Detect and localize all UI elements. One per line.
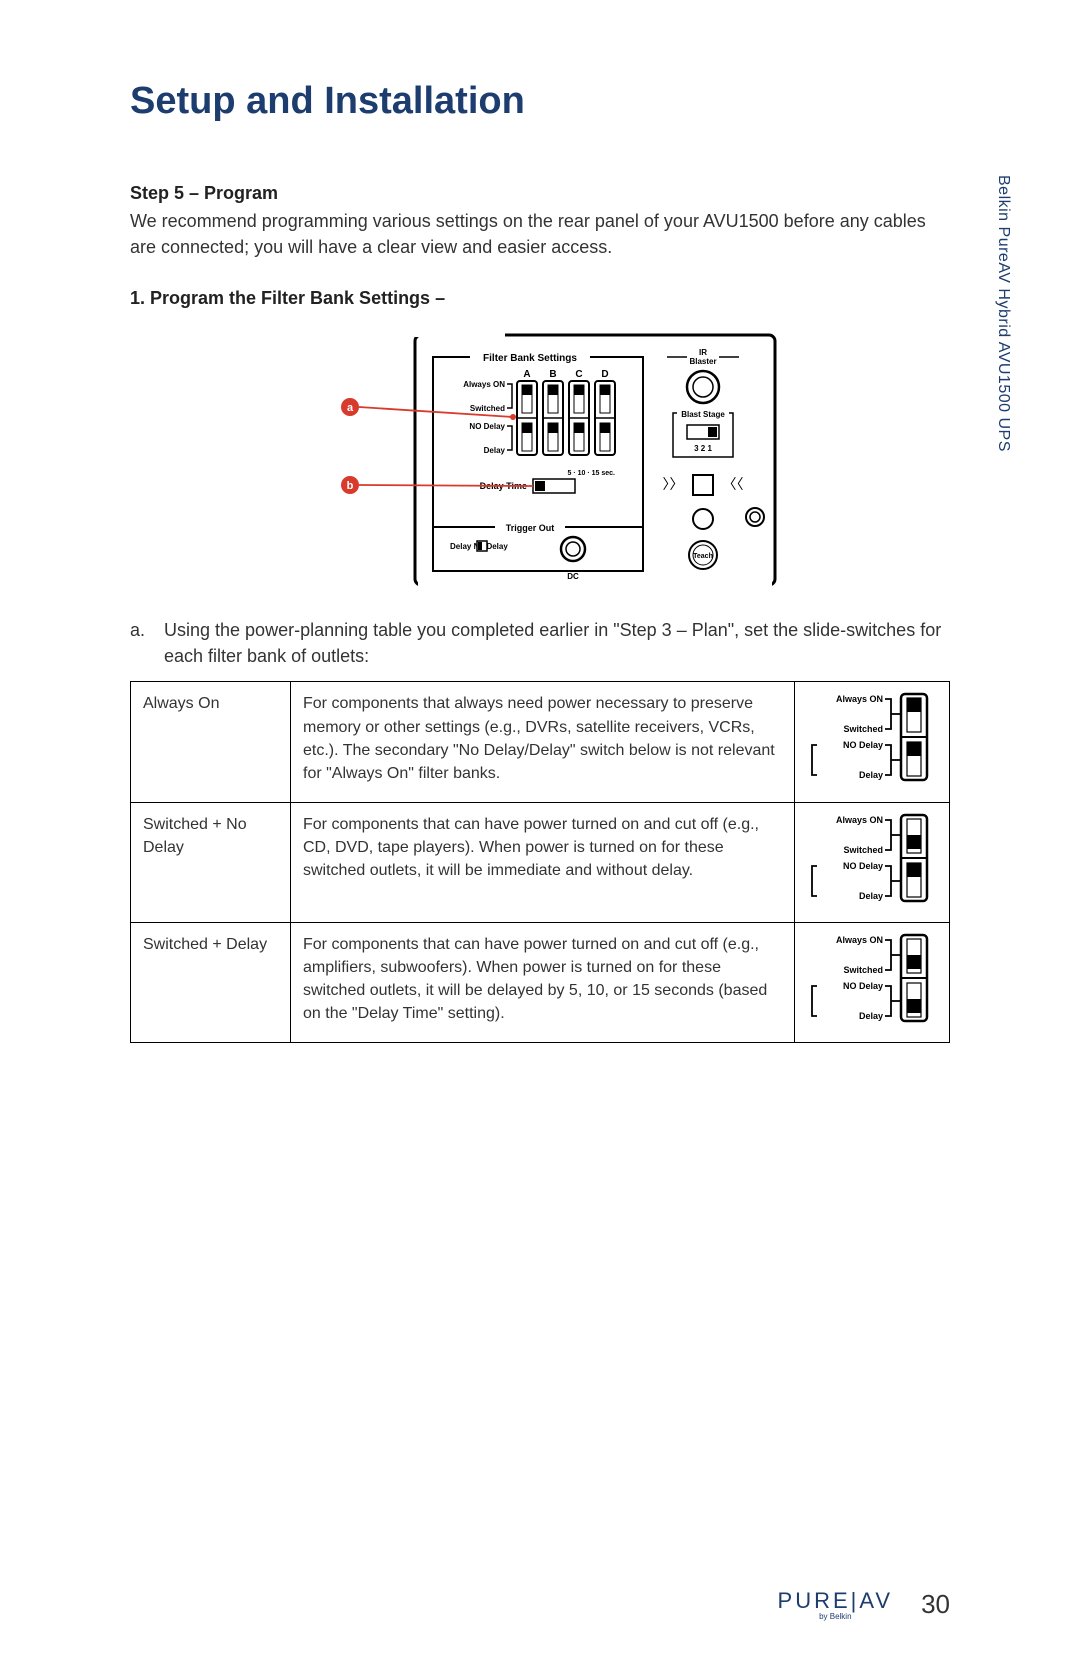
step-heading: Step 5 – Program (130, 183, 950, 204)
svg-text:Always ON: Always ON (836, 935, 883, 945)
svg-text:B: B (549, 369, 556, 380)
svg-text:Blaster: Blaster (689, 357, 716, 366)
setting-desc: For components that can have power turne… (291, 922, 795, 1042)
setting-desc: For components that always need power ne… (291, 682, 795, 802)
svg-text:Delay: Delay (859, 770, 883, 780)
svg-text:D: D (601, 369, 608, 380)
svg-text:b: b (347, 480, 354, 492)
svg-text:Delay: Delay (859, 891, 883, 901)
svg-text:Filter Bank Settings: Filter Bank Settings (483, 353, 577, 364)
svg-text:〉〉: 〉〉 (663, 476, 684, 492)
setting-name: Switched + No Delay (131, 802, 291, 922)
svg-text:NO Delay: NO Delay (843, 740, 883, 750)
svg-text:Switched: Switched (843, 965, 883, 975)
setting-name: Switched + Delay (131, 922, 291, 1042)
list-letter: a. (130, 617, 164, 669)
svg-text:Blast Stage: Blast Stage (681, 410, 725, 419)
svg-text:Switched: Switched (843, 845, 883, 855)
svg-text:IR: IR (699, 348, 707, 357)
table-row: Switched + Delay For components that can… (131, 922, 950, 1042)
settings-table: Always On For components that always nee… (130, 681, 950, 1043)
svg-text:A: A (523, 369, 530, 380)
svg-text:Teach: Teach (693, 553, 713, 560)
setting-switch-icon: Always ON Switched NO Delay Delay (795, 682, 950, 802)
svg-text:Switched: Switched (470, 404, 505, 413)
side-label: Belkin PureAV Hybrid AVU1500 UPS (994, 175, 1012, 452)
step-body: We recommend programming various setting… (130, 208, 950, 260)
svg-text:Delay: Delay (859, 1011, 883, 1021)
setting-switch-icon: Always ON Switched NO Delay Delay (795, 802, 950, 922)
panel-diagram: Filter Bank Settings A B C D Always ON S… (130, 327, 950, 587)
svg-text:5 · 10 · 15 sec.: 5 · 10 · 15 sec. (568, 470, 616, 477)
svg-text:3 2 1: 3 2 1 (694, 444, 712, 453)
svg-text:Delay: Delay (484, 446, 506, 455)
page-number: 30 (921, 1589, 950, 1620)
svg-text:Always ON: Always ON (463, 380, 505, 389)
svg-text:Always ON: Always ON (836, 694, 883, 704)
svg-text:NO Delay: NO Delay (469, 422, 505, 431)
brand-byline: by Belkin (778, 1612, 894, 1621)
list-item-a: a. Using the power-planning table you co… (130, 617, 950, 669)
svg-text:NO Delay: NO Delay (843, 981, 883, 991)
section-heading: 1. Program the Filter Bank Settings – (130, 288, 950, 309)
svg-text:〈〈: 〈〈 (723, 476, 744, 492)
svg-text:a: a (347, 402, 354, 414)
table-row: Always On For components that always nee… (131, 682, 950, 802)
brand-logo: PURE|AV (778, 1588, 894, 1613)
svg-text:Always ON: Always ON (836, 815, 883, 825)
setting-switch-icon: Always ON Switched NO Delay Delay (795, 922, 950, 1042)
setting-desc: For components that can have power turne… (291, 802, 795, 922)
setting-name: Always On (131, 682, 291, 802)
table-row: Switched + No Delay For components that … (131, 802, 950, 922)
svg-text:NO Delay: NO Delay (843, 861, 883, 871)
svg-text:Trigger Out: Trigger Out (506, 523, 555, 533)
svg-text:C: C (575, 369, 582, 380)
svg-text:DC: DC (567, 572, 579, 581)
svg-text:Switched: Switched (843, 724, 883, 734)
page-title: Setup and Installation (130, 80, 950, 123)
footer: PURE|AV by Belkin 30 (778, 1588, 950, 1621)
list-text: Using the power-planning table you compl… (164, 617, 950, 669)
